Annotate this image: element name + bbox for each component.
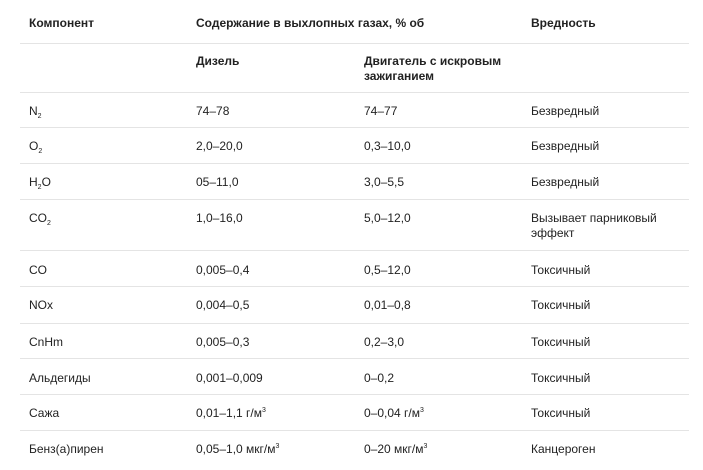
cell-harm: Токсичный: [531, 335, 591, 349]
header-divider: [20, 43, 689, 44]
cell-diesel: 0,05–1,0 мкг/м3: [196, 442, 280, 456]
cell-spark: 0,5–12,0: [364, 263, 411, 277]
cell-component: Бенз(а)пирен: [29, 442, 104, 456]
cell-component: CO: [29, 263, 47, 277]
cell-spark: 0–20 мкг/м3: [364, 442, 428, 456]
cell-spark: 74–77: [364, 104, 398, 118]
table-subheader-row: Дизель Двигатель с искровым зажиганием: [0, 43, 703, 92]
cell-spark: 0,3–10,0: [364, 139, 411, 153]
cell-diesel: 0,004–0,5: [196, 298, 250, 312]
cell-diesel: 74–78: [196, 104, 230, 118]
cell-spark: 0–0,2: [364, 371, 395, 385]
cell-spark: 0–0,04 г/м3: [364, 406, 424, 420]
cell-diesel: 05–11,0: [196, 175, 239, 189]
cell-spark: 0,01–0,8: [364, 298, 411, 312]
cell-harm: Безвредный: [531, 104, 600, 118]
cell-harm: Токсичный: [531, 263, 591, 277]
row-divider: [20, 127, 689, 128]
cell-harm: Токсичный: [531, 406, 591, 420]
row-divider: [20, 286, 689, 287]
cell-diesel: 2,0–20,0: [196, 139, 243, 153]
subheader-spark: Двигатель с искровым зажиганием: [364, 54, 502, 83]
cell-diesel: 1,0–16,0: [196, 211, 243, 225]
cell-harm: Канцероген: [531, 442, 596, 456]
header-component: Компонент: [29, 16, 94, 30]
header-harm: Вредность: [531, 16, 596, 30]
row-divider: [20, 163, 689, 164]
row-divider: [20, 199, 689, 200]
cell-diesel: 0,005–0,4: [196, 263, 250, 277]
cell-diesel: 0,001–0,009: [196, 371, 263, 385]
cell-component: CnHm: [29, 335, 64, 349]
header-content: Содержание в выхлопных газах, % об: [196, 16, 425, 30]
cell-harm: Безвредный: [531, 139, 600, 153]
cell-component: CO2: [29, 211, 51, 227]
cell-spark: 3,0–5,5: [364, 175, 405, 189]
cell-diesel: 0,005–0,3: [196, 335, 250, 349]
row-divider: [20, 394, 689, 395]
cell-spark: 0,2–3,0: [364, 335, 405, 349]
cell-component: Сажа: [29, 406, 60, 420]
row-divider: [20, 430, 689, 431]
cell-harm: Безвредный: [531, 175, 600, 189]
cell-component: NOx: [29, 298, 53, 312]
cell-component: H2O: [29, 175, 51, 191]
row-divider: [20, 358, 689, 359]
subheader-divider: [20, 92, 689, 93]
cell-diesel: 0,01–1,1 г/м3: [196, 406, 266, 420]
cell-harm: Вызывает парниковый эффект: [531, 211, 657, 240]
cell-component: N2: [29, 104, 42, 120]
cell-spark: 5,0–12,0: [364, 211, 411, 225]
subheader-diesel: Дизель: [196, 54, 240, 68]
row-divider: [20, 250, 689, 251]
cell-component: Альдегиды: [29, 371, 91, 385]
table-header-row: Компонент Содержание в выхлопных газах, …: [0, 0, 703, 43]
row-divider: [20, 323, 689, 324]
cell-component: O2: [29, 139, 43, 155]
cell-harm: Токсичный: [531, 298, 591, 312]
cell-harm: Токсичный: [531, 371, 591, 385]
